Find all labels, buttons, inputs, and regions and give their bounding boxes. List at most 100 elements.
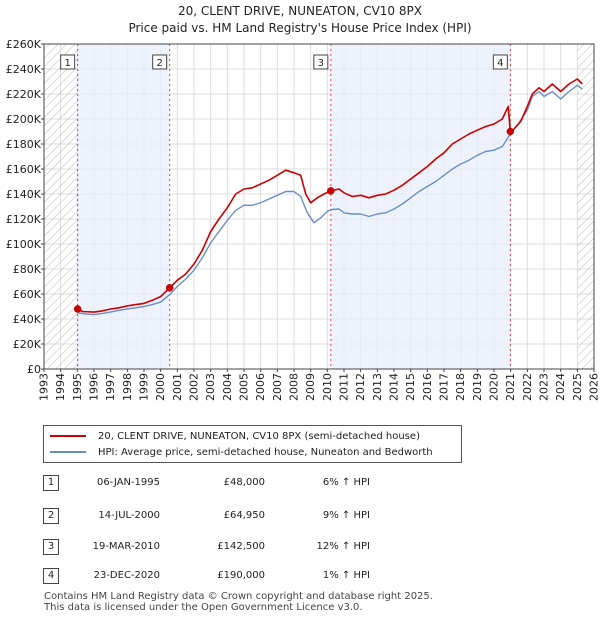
y-tick-label: £140K	[6, 188, 42, 201]
y-tick-label: £240K	[6, 63, 42, 76]
sale-hpi-diff: 1% ↑ HPI	[322, 570, 370, 581]
sale-label-box: 3	[313, 54, 329, 70]
legend: 20, CLENT DRIVE, NUNEATON, CV10 8PX (sem…	[43, 425, 462, 463]
x-tick-label: 2013	[371, 373, 384, 401]
x-tick-label: 2004	[221, 373, 234, 401]
legend-swatch-hpi	[50, 451, 86, 453]
sale-label-text: 4	[497, 58, 503, 69]
x-tick-label: 1996	[88, 373, 101, 401]
x-tick-label: 2020	[488, 373, 501, 401]
y-tick-label: £180K	[6, 138, 42, 151]
hatched-area-before	[44, 44, 78, 369]
x-tick-label: 2002	[188, 373, 201, 401]
y-tick-label: £120K	[6, 213, 42, 226]
y-tick-label: £0	[27, 363, 41, 376]
footer-licence: This data is licensed under the Open Gov…	[44, 602, 363, 613]
sale-label-text: 3	[318, 58, 324, 69]
hatched-area-after	[577, 44, 594, 369]
ownership-band	[77, 44, 170, 369]
y-tick-label: £160K	[6, 163, 42, 176]
x-tick-label: 2018	[454, 373, 467, 401]
legend-label-property: 20, CLENT DRIVE, NUNEATON, CV10 8PX (sem…	[98, 430, 420, 442]
price-chart: 1 2 3 4 1993 1994 1995 1996 1997 1998 1999 2000 200…	[6, 38, 600, 401]
x-tick-label: 2024	[554, 373, 567, 401]
ownership-band	[330, 44, 511, 369]
x-tick-label: 2021	[504, 373, 517, 401]
y-tick-label: £40K	[13, 313, 42, 326]
sale-number: 4	[43, 568, 59, 584]
footer-copyright: Contains HM Land Registry data © Crown c…	[44, 591, 433, 602]
x-tick-label: 2017	[438, 373, 451, 401]
x-tick-label: 2019	[471, 373, 484, 401]
sale-point	[165, 284, 174, 292]
y-tick-label: £60K	[13, 288, 42, 301]
sale-point	[73, 305, 82, 313]
sale-label-frame	[313, 54, 329, 70]
x-tick-label: 2003	[204, 373, 217, 401]
x-tick-label: 1995	[71, 373, 84, 401]
y-tick-label: £80K	[13, 263, 42, 276]
x-tick-label: 2006	[254, 373, 267, 401]
x-tick-label: 2008	[288, 373, 301, 401]
x-tick-label: 1997	[104, 373, 117, 401]
plot-border	[43, 43, 595, 370]
sale-label-box: 2	[152, 54, 168, 70]
sale-date: 19-MAR-2010	[92, 541, 160, 552]
x-tick-label: 1999	[138, 373, 151, 401]
x-tick-label: 1993	[38, 373, 51, 401]
y-tick-label: £20K	[13, 338, 42, 351]
sale-label-box: 4	[492, 54, 508, 70]
y-tick-label: £260K	[6, 38, 42, 51]
sale-hpi-diff: 9% ↑ HPI	[322, 510, 370, 521]
sale-point	[506, 127, 515, 136]
x-tick-label: 2011	[338, 373, 351, 401]
chart-title: 20, CLENT DRIVE, NUNEATON, CV10 8PX	[178, 4, 422, 18]
sale-date: 23-DEC-2020	[93, 570, 160, 581]
legend-item-hpi: HPI: Average price, semi-detached house,…	[50, 444, 433, 460]
y-tick-label: £100K	[6, 238, 42, 251]
sale-price: £142,500	[217, 541, 265, 552]
sale-label-frame	[492, 54, 508, 70]
sale-row: 3 19-MAR-2010 £142,500 12% ↑ HPI	[0, 537, 600, 557]
x-tick-label: 2025	[571, 373, 584, 401]
x-tick-label: 2012	[354, 373, 367, 401]
sale-label-box: 1	[60, 54, 76, 70]
sale-point	[327, 187, 335, 195]
sale-label-frame	[152, 54, 168, 70]
sale-date: 06-JAN-1995	[96, 477, 160, 488]
x-tick-label: 2009	[304, 373, 317, 401]
x-tick-label: 2016	[421, 373, 434, 401]
sale-row: 4 23-DEC-2020 £190,000 1% ↑ HPI	[0, 566, 600, 586]
x-tick-label: 2001	[171, 373, 184, 401]
sale-date: 14-JUL-2000	[98, 510, 160, 521]
sale-row: 1 06-JAN-1995 £48,000 6% ↑ HPI	[0, 473, 600, 493]
chart-subtitle: Price paid vs. HM Land Registry's House …	[128, 21, 472, 35]
x-tick-label: 1998	[121, 373, 134, 401]
legend-label-hpi: HPI: Average price, semi-detached house,…	[98, 446, 433, 458]
x-tick-label: 2014	[388, 373, 401, 401]
y-tick-label: £220K	[6, 88, 42, 101]
sale-price: £64,950	[223, 510, 265, 521]
legend-item-property: 20, CLENT DRIVE, NUNEATON, CV10 8PX (sem…	[50, 428, 420, 444]
x-tick-label: 2005	[238, 373, 251, 401]
sale-number: 1	[43, 475, 59, 491]
hpi-line	[77, 84, 583, 316]
footer: Contains HM Land Registry data © Crown c…	[44, 591, 433, 613]
sale-price: £48,000	[223, 477, 265, 488]
sale-number: 2	[43, 508, 59, 524]
x-tick-label: 2022	[521, 373, 534, 401]
x-tick-label: 2010	[321, 373, 334, 401]
x-tick-label: 1994	[54, 373, 67, 401]
y-tick-label: £200K	[6, 113, 42, 126]
sale-number: 3	[43, 539, 59, 555]
x-tick-label: 2023	[538, 373, 551, 401]
sale-label-text: 1	[64, 58, 70, 69]
sale-price: £190,000	[217, 570, 265, 581]
x-tick-label: 2026	[588, 373, 600, 401]
sale-hpi-diff: 12% ↑ HPI	[316, 541, 370, 552]
sale-label-frame	[60, 54, 76, 70]
legend-swatch-property	[50, 435, 86, 437]
sale-row: 2 14-JUL-2000 £64,950 9% ↑ HPI	[0, 506, 600, 526]
x-tick-label: 2007	[271, 373, 284, 401]
sale-label-text: 2	[156, 58, 162, 69]
